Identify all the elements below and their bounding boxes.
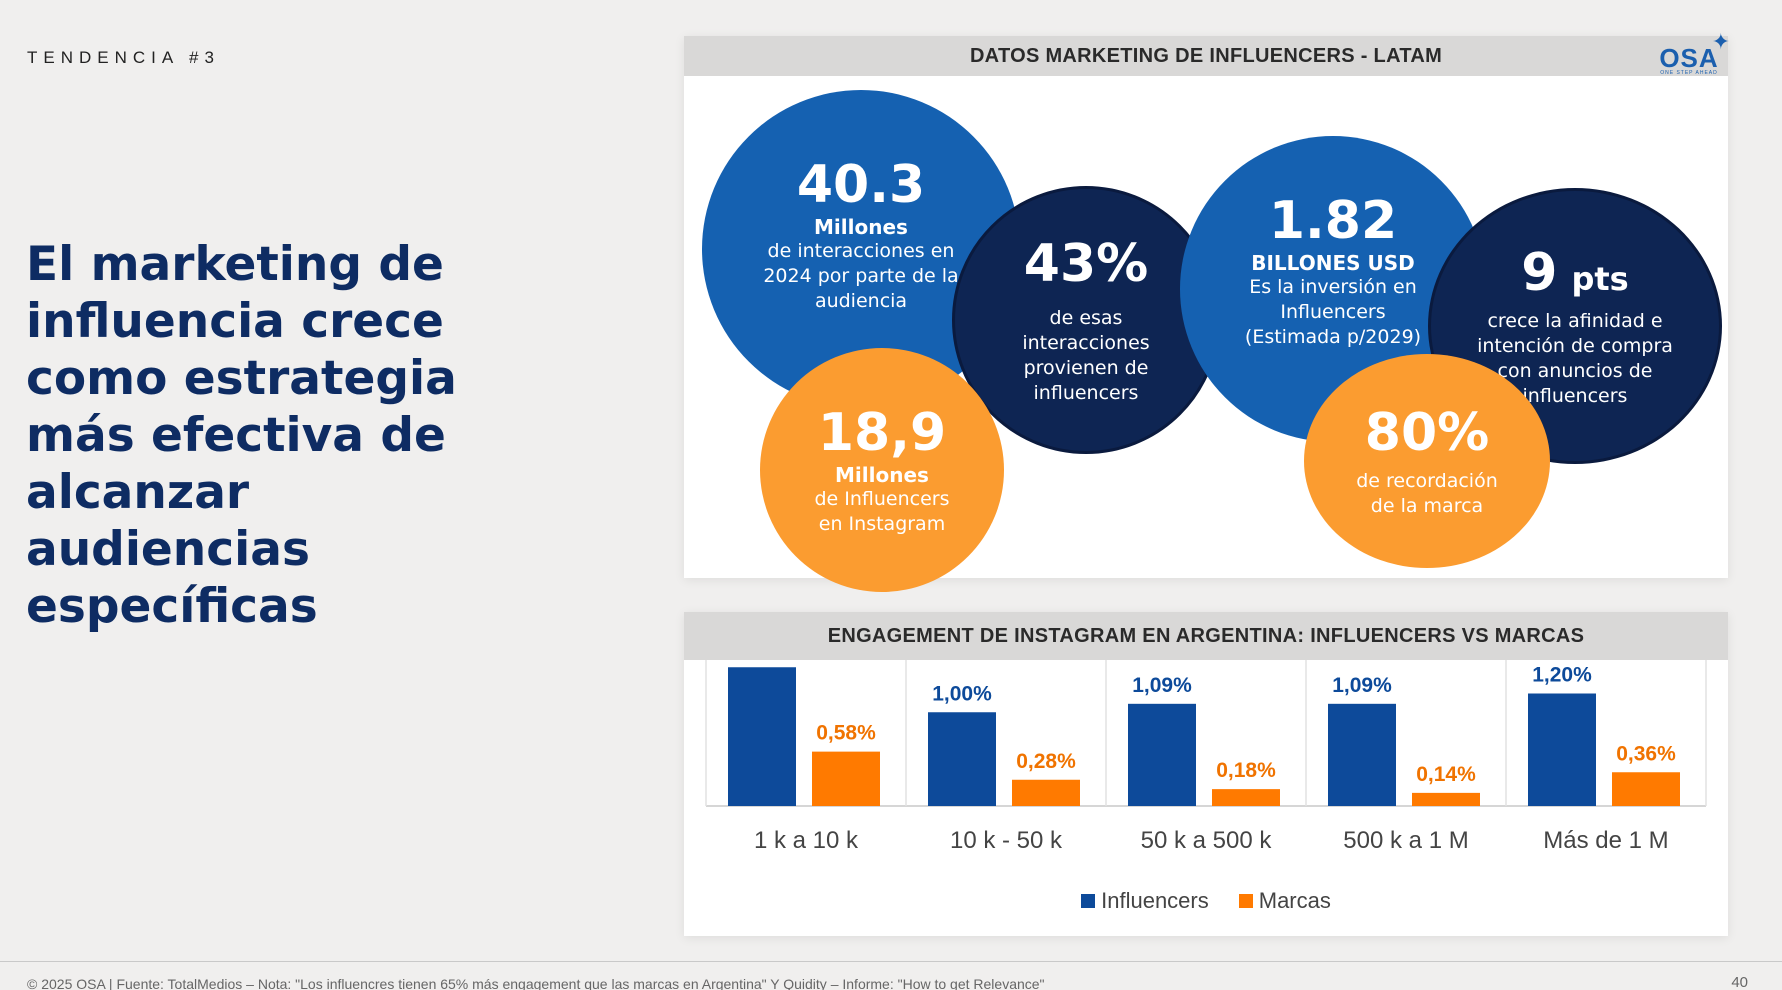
bar-influencers [1328, 703, 1396, 806]
influencer-data-panel: DATOS MARKETING DE INFLUENCERS - LATAM 4… [684, 30, 1730, 592]
data-label: 0,14% [1416, 763, 1476, 786]
category-label: Más de 1 M [1543, 827, 1668, 854]
bar-marcas [1012, 779, 1080, 806]
category-label: 1 k a 10 k [754, 827, 859, 854]
bubble-value: 40.3 [796, 154, 926, 215]
data-label: 0,18% [1216, 759, 1276, 782]
bar-marcas [812, 751, 880, 806]
trend-tag: TENDENCIA #3 [27, 48, 220, 67]
data-label: 0,28% [1016, 750, 1076, 773]
bar-marcas [1412, 792, 1480, 806]
bubble-desc: crece la afinidad e intención de compra … [1477, 310, 1673, 407]
panel-title: DATOS MARKETING DE INFLUENCERS - LATAM [684, 36, 1728, 76]
data-label: 1,09% [1132, 674, 1192, 697]
bubble-value-suffix: pts [1571, 260, 1629, 298]
bar-influencers [1528, 693, 1596, 806]
bubble-brand-recall: 80% de recordación de la marca [1304, 354, 1550, 568]
bubble-value: 9 [1521, 243, 1558, 303]
engagement-bar-chart: 1,48%0,58%1 k a 10 k1,00%0,28%10 k - 50 … [705, 660, 1707, 854]
data-label: 1,20% [1532, 664, 1592, 687]
bar-influencers [928, 712, 996, 806]
bubble-unit: Millones [835, 463, 929, 487]
bubble-instagram-influencers: 18,9 Millones de Influencers en Instagra… [760, 348, 1004, 592]
osa-logo: ✦ OSA ONE STEP AHEAD [1644, 30, 1734, 84]
legend-swatch [1081, 894, 1096, 908]
data-label: 0,36% [1616, 742, 1676, 765]
data-label: 1,09% [1332, 674, 1392, 697]
bubble-unit: Millones [814, 214, 908, 239]
category-label: 10 k - 50 k [950, 827, 1063, 854]
footer-source: © 2025 OSA | Fuente: TotalMedios – Nota:… [27, 976, 1045, 990]
data-label: 0,58% [816, 722, 876, 745]
bubble-desc: de esas interacciones provienen de influ… [1022, 307, 1150, 404]
bar-marcas [1212, 789, 1280, 806]
engagement-chart-panel: ENGAGEMENT DE INSTAGRAM EN ARGENTINA: IN… [684, 612, 1728, 936]
bubble-value: 80% [1364, 403, 1490, 463]
star-icon: ✦ [1711, 30, 1730, 55]
bubble-desc: Es la inversión en Influencers (Estimada… [1244, 275, 1422, 348]
bubble-influencer-share: 43% de esas interacciones provienen de i… [952, 186, 1220, 454]
legend-label: Marcas [1258, 888, 1331, 913]
bubble-desc: de recordación de la marca [1356, 470, 1498, 517]
bubble-value: 18,9 [817, 403, 947, 463]
page-number: 40 [1731, 974, 1748, 990]
chart-title: ENGAGEMENT DE INSTAGRAM EN ARGENTINA: IN… [684, 612, 1728, 660]
bar-influencers [728, 667, 796, 806]
category-label: 50 k a 500 k [1141, 827, 1273, 854]
legend-label: Influencers [1101, 888, 1209, 913]
bar-marcas [1612, 772, 1680, 806]
category-label: 500 k a 1 M [1343, 827, 1468, 854]
bar-influencers [1128, 703, 1196, 806]
bubble-desc: de Influencers en Instagram [814, 488, 950, 535]
bubble-value: 1.82 [1268, 190, 1398, 251]
bubble-value: 43% [1023, 234, 1149, 294]
bubble-desc: de interacciones en 2024 por parte de la… [763, 239, 959, 312]
legend-item-marcas: Marcas [1238, 888, 1331, 914]
bubble-unit: BILLONES USD [1251, 250, 1415, 275]
logo-tagline: ONE STEP AHEAD [1660, 70, 1718, 76]
logo-text: OSA [1659, 43, 1719, 73]
legend-item-influencers: Influencers [1081, 888, 1209, 914]
data-label: 1,00% [932, 682, 992, 705]
chart-legend: Influencers Marcas [684, 888, 1728, 914]
headline: El marketing de influencia crece como es… [26, 237, 457, 634]
bubble-interactions: 40.3 Millones de interacciones en 2024 p… [702, 90, 1020, 408]
legend-swatch [1238, 894, 1253, 908]
footer-divider [0, 961, 1782, 962]
